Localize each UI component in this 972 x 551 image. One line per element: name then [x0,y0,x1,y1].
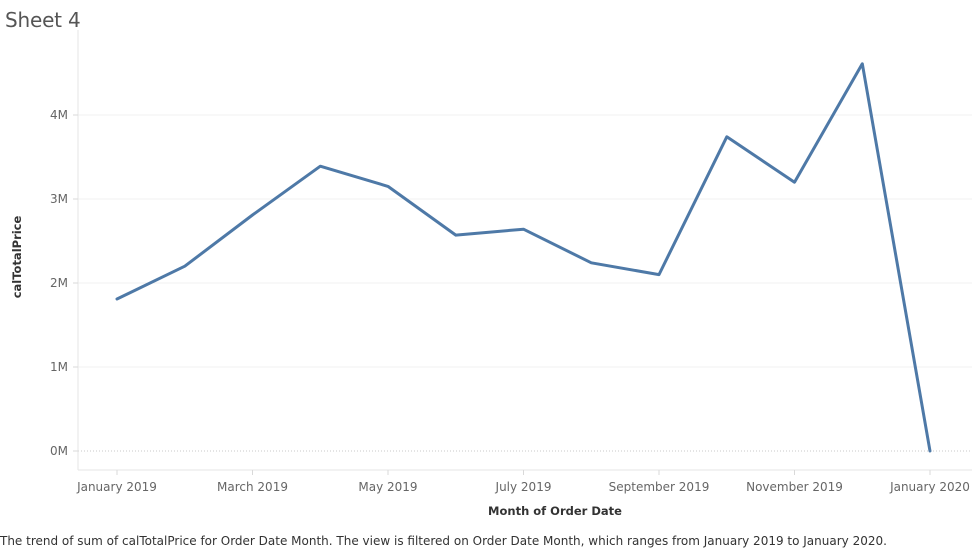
x-tick-label: March 2019 [217,480,288,494]
sheet-title: Sheet 4 [5,8,81,32]
data-point[interactable] [183,265,186,268]
chart-caption: The trend of sum of calTotalPrice for Or… [0,534,887,548]
series [115,62,932,453]
data-point[interactable] [251,214,254,217]
y-tick-label: 0M [50,444,68,458]
x-tick-label: May 2019 [358,480,417,494]
data-point[interactable] [319,165,322,168]
data-point[interactable] [861,62,864,65]
x-axis-title: Month of Order Date [488,504,622,518]
x-tick-label: January 2019 [76,480,157,494]
data-point[interactable] [116,298,119,301]
y-tick-label: 4M [50,108,68,122]
y-tick-label: 3M [50,192,68,206]
y-tick-label: 2M [50,276,68,290]
data-point[interactable] [590,261,593,264]
data-point[interactable] [793,181,796,184]
x-tick-label: September 2019 [609,480,710,494]
x-tick-label: November 2019 [746,480,843,494]
data-point[interactable] [725,135,728,138]
x-tick-label: January 2020 [889,480,970,494]
series-line [115,62,932,453]
y-axis-title: calTotalPrice [10,216,24,299]
data-point[interactable] [454,234,457,237]
axes [77,30,972,471]
data-point[interactable] [658,273,661,276]
data-point[interactable] [929,450,932,453]
y-axis-ticks: 0M 1M 2M 3M 4M [50,108,78,458]
x-tick-label: July 2019 [495,480,552,494]
data-point[interactable] [522,228,525,231]
data-point[interactable] [387,185,390,188]
gridlines [78,114,972,452]
x-axis-ticks: January 2019 March 2019 May 2019 July 2019 S… [76,470,970,494]
y-tick-label: 1M [50,360,68,374]
